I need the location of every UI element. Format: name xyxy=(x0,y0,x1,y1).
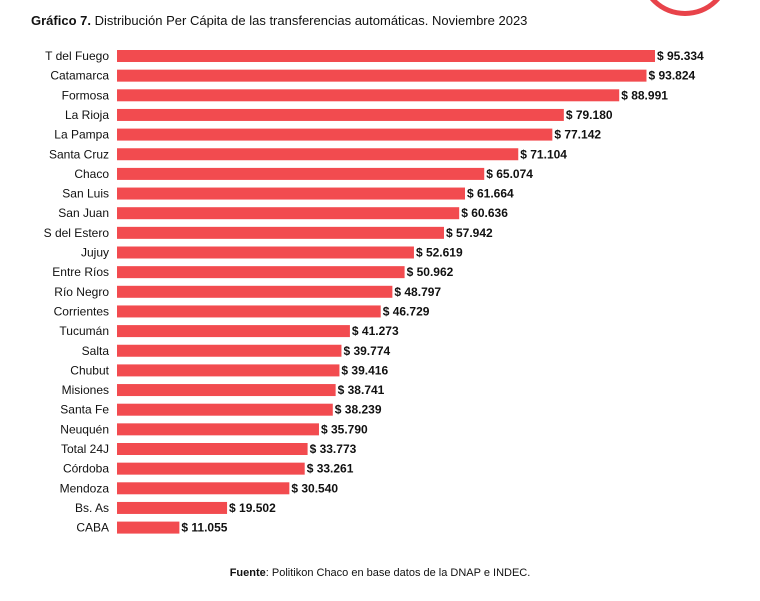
value-label: $ 39.774 xyxy=(343,344,390,358)
category-label: Salta xyxy=(82,344,110,358)
chart-title: Gráfico 7. Distribución Per Cápita de la… xyxy=(31,13,527,28)
chart-title-number: Gráfico 7. xyxy=(31,13,91,28)
bar xyxy=(117,521,180,534)
bar xyxy=(117,89,620,102)
value-label: $ 19.502 xyxy=(229,501,276,515)
bar xyxy=(117,266,405,279)
value-label: $ 93.824 xyxy=(648,69,695,83)
bar xyxy=(117,246,414,259)
category-label: Formosa xyxy=(62,88,110,102)
value-label: $ 30.540 xyxy=(291,481,338,495)
value-label: $ 50.962 xyxy=(407,265,454,279)
value-label: $ 65.074 xyxy=(486,167,533,181)
bar-chart: T del Fuego $ 95.334 Catamarca $ 93.824 Form… xyxy=(44,49,704,535)
source-note-label: Fuente xyxy=(229,567,266,579)
category-label: Total 24J xyxy=(61,442,109,456)
category-label: T del Fuego xyxy=(45,49,109,63)
category-label: Córdoba xyxy=(63,462,109,476)
category-label: Bs. As xyxy=(75,501,109,515)
bar xyxy=(117,207,460,220)
value-label: $ 48.797 xyxy=(394,285,441,299)
bar xyxy=(117,462,305,475)
bar xyxy=(117,50,655,62)
bar xyxy=(117,148,519,161)
value-label: $ 39.416 xyxy=(341,363,388,377)
category-label: Mendoza xyxy=(60,481,110,495)
value-label: $ 57.942 xyxy=(446,226,493,240)
value-label: $ 11.055 xyxy=(181,521,227,535)
bar xyxy=(117,108,564,121)
bar xyxy=(117,384,336,397)
bar xyxy=(117,443,308,455)
source-note-text: : Politikon Chaco en base datos de la DN… xyxy=(265,567,531,579)
bar xyxy=(117,167,485,180)
category-label: San Luis xyxy=(62,187,109,201)
category-label: La Pampa xyxy=(54,128,109,142)
value-label: $ 46.729 xyxy=(383,304,430,318)
value-label: $ 88.991 xyxy=(621,88,668,102)
bar xyxy=(117,364,340,377)
value-label: $ 71.104 xyxy=(520,147,567,161)
category-label: Tucumán xyxy=(59,324,109,338)
category-label: CABA xyxy=(76,521,109,535)
category-label: La Rioja xyxy=(65,108,109,122)
category-label: S del Estero xyxy=(44,226,110,240)
value-label: $ 60.636 xyxy=(461,206,508,220)
category-label: Corrientes xyxy=(54,304,109,318)
value-label: $ 38.741 xyxy=(338,383,385,397)
category-label: Santa Cruz xyxy=(49,147,109,161)
bar xyxy=(117,325,350,338)
source-note: Fuente: Politikon Chaco en base datos de… xyxy=(0,567,760,579)
value-label: $ 33.261 xyxy=(307,462,354,476)
category-label: Chaco xyxy=(74,167,109,181)
value-label: $ 61.664 xyxy=(467,187,514,201)
value-label: $ 79.180 xyxy=(566,108,613,122)
value-label: $ 95.334 xyxy=(657,49,704,63)
value-label: $ 77.142 xyxy=(554,128,601,142)
bar xyxy=(117,285,393,298)
bar xyxy=(117,423,319,436)
bar xyxy=(117,226,444,239)
value-label: $ 52.619 xyxy=(416,246,463,260)
category-label: Jujuy xyxy=(81,246,109,260)
chart-title-text: Distribución Per Cápita de las transfere… xyxy=(90,13,528,28)
value-label: $ 35.790 xyxy=(321,422,368,436)
bar xyxy=(117,403,333,416)
category-label: Neuquén xyxy=(60,422,109,436)
category-label: Santa Fe xyxy=(60,403,109,417)
bar xyxy=(117,305,381,318)
bar xyxy=(117,69,647,82)
bar xyxy=(117,344,342,357)
category-label: Chubut xyxy=(70,363,109,377)
bar xyxy=(117,187,465,200)
category-label: Catamarca xyxy=(50,69,109,83)
category-label: Río Negro xyxy=(54,285,109,299)
value-label: $ 38.239 xyxy=(335,403,382,417)
value-label: $ 33.773 xyxy=(310,442,357,456)
value-label: $ 41.273 xyxy=(352,324,399,338)
category-label: San Juan xyxy=(58,206,109,220)
category-label: Entre Ríos xyxy=(52,265,109,279)
bar xyxy=(117,128,553,141)
category-label: Misiones xyxy=(62,383,109,397)
bar xyxy=(117,501,228,514)
bar xyxy=(117,482,290,495)
